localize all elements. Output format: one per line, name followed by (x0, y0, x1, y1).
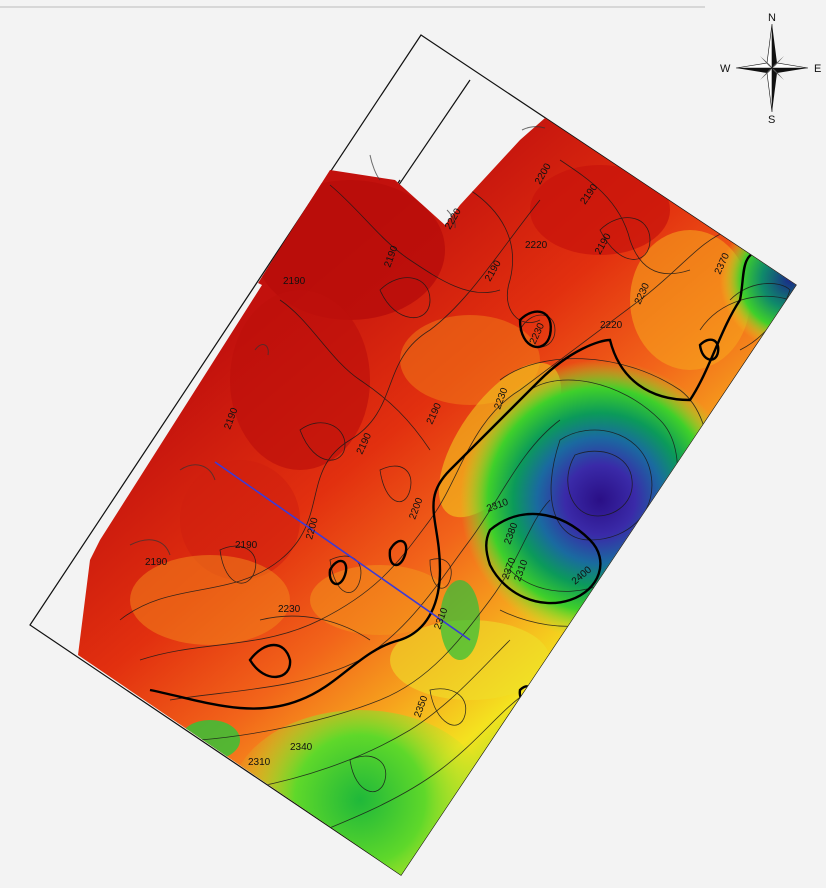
south-green-spot (180, 720, 240, 760)
shallow-zone-2 (230, 290, 370, 470)
contour-label: 2220 (600, 320, 623, 331)
contour-label: 2340 (290, 742, 313, 753)
compass-label-north: N (768, 12, 776, 24)
contour-lines (119, 159, 791, 841)
compass-rose: N E S W (720, 12, 821, 126)
annotation-curves (129, 126, 546, 556)
seismic-profile-line (214, 461, 471, 641)
contour-label: 2190 (283, 276, 306, 287)
contour-label: 2310 (248, 757, 271, 768)
compass-label-south: S (768, 114, 775, 126)
orange-patch-3 (310, 565, 450, 635)
orange-patch-4 (630, 230, 750, 370)
index-contours (149, 248, 761, 710)
contour-label: 2190 (235, 540, 258, 551)
compass-label-west: W (720, 63, 731, 75)
shallow-zone-4 (180, 460, 300, 580)
contour-label: 2220 (525, 240, 548, 251)
contour-label: 2230 (278, 604, 301, 615)
orange-patch-2 (130, 555, 290, 645)
contour-label: 2190 (145, 557, 168, 568)
compass-label-east: E (814, 63, 821, 75)
south-green-zone (230, 710, 490, 875)
shallow-zone-3 (530, 165, 670, 255)
shallow-zone-1 (255, 180, 445, 320)
